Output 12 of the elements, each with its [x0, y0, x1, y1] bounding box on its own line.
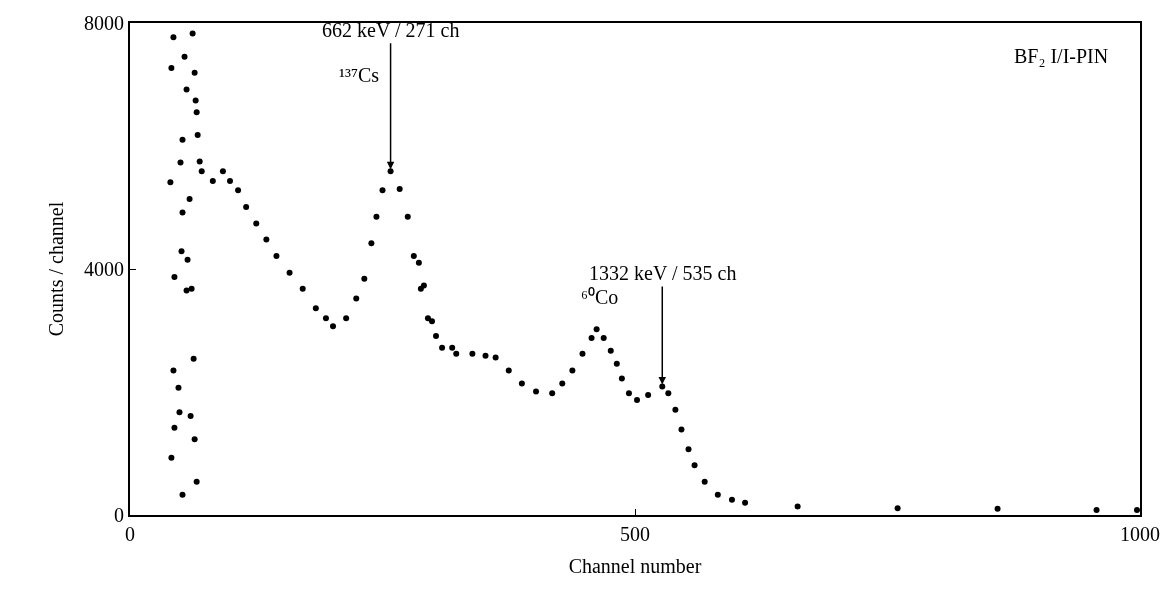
- annotation: ¹³⁷Cs: [339, 64, 380, 86]
- y-tick-label: 4000: [84, 258, 124, 280]
- x-tick-label: 500: [620, 523, 650, 545]
- annotation: BF₂ I/I-PIN: [1014, 45, 1109, 67]
- annotation: 1332 keV / 535 ch: [589, 262, 737, 284]
- x-axis-title: Channel number: [568, 555, 702, 577]
- y-axis-title: Counts / channel: [45, 201, 67, 337]
- y-tick-label: 8000: [84, 12, 124, 34]
- y-tick-label: 0: [114, 504, 124, 526]
- annotation: 662 keV / 271 ch: [322, 19, 460, 41]
- annotation: ⁶⁰Co: [581, 286, 619, 308]
- x-tick-label: 1000: [1120, 523, 1160, 545]
